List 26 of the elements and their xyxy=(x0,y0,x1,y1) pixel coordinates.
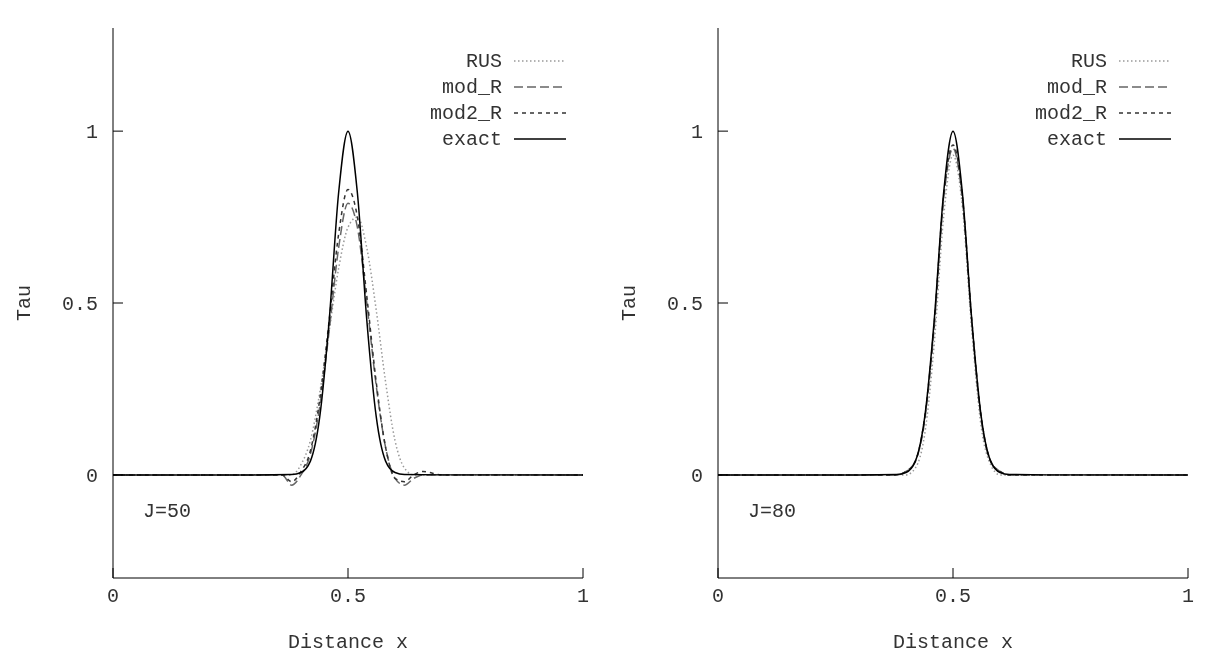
x-tick-label: 0 xyxy=(106,585,120,609)
legend-label: RUS xyxy=(1070,49,1107,73)
legend-label: mod_R xyxy=(1046,75,1107,99)
legend-label: mod2_R xyxy=(429,101,502,125)
x-axis-title: Distance x xyxy=(892,631,1014,654)
legend-label: exact xyxy=(441,127,502,151)
y-axis-title: Tau xyxy=(618,284,642,322)
y-tick-label: 0 xyxy=(690,464,703,488)
y-tick-label: 0.5 xyxy=(61,293,98,317)
y-tick-label: 0.5 xyxy=(666,293,703,317)
x-tick-label: 0 xyxy=(711,585,725,609)
x-tick-label: 0.5 xyxy=(329,585,367,609)
y-tick-label: 0 xyxy=(85,464,98,488)
legend-label: mod2_R xyxy=(1034,101,1107,125)
annotation: J=50 xyxy=(143,500,192,523)
annotation: J=80 xyxy=(748,500,797,523)
x-tick-label: 1 xyxy=(576,585,590,609)
x-axis-title: Distance x xyxy=(287,631,409,654)
y-axis-title: Tau xyxy=(13,284,37,322)
x-tick-label: 1 xyxy=(1181,585,1195,609)
x-tick-label: 0.5 xyxy=(934,585,972,609)
y-tick-label: 1 xyxy=(690,121,703,145)
legend-label: exact xyxy=(1046,127,1107,151)
legend-label: mod_R xyxy=(441,75,502,99)
y-tick-label: 1 xyxy=(85,121,98,145)
legend-label: RUS xyxy=(465,49,502,73)
